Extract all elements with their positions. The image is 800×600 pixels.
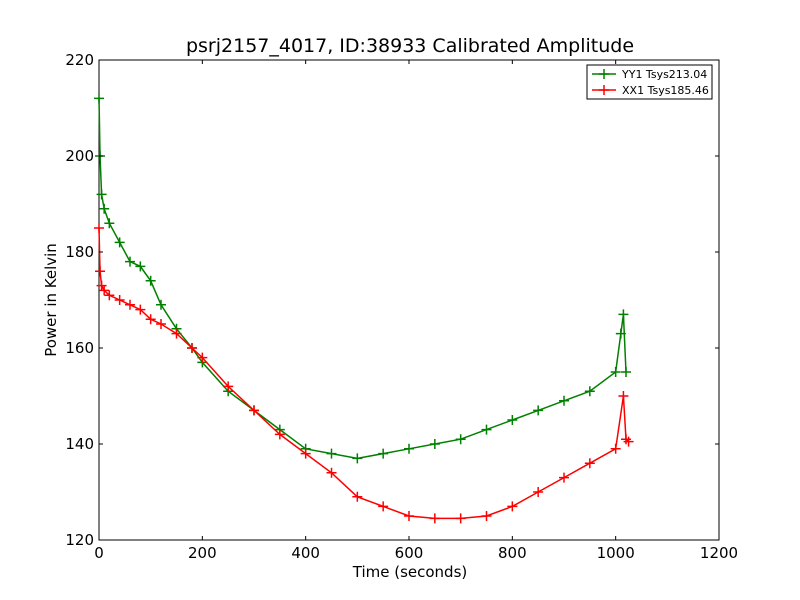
data-point: [104, 290, 115, 301]
data-point: [507, 501, 518, 512]
x-tick-label: 600: [395, 544, 424, 562]
data-point: [621, 367, 631, 377]
legend-box: [586, 64, 713, 100]
data-point: [156, 299, 166, 310]
data-point: [481, 424, 492, 435]
data-point: [99, 203, 110, 214]
x-tick-label: 0: [94, 544, 104, 562]
series-line: [98, 98, 627, 460]
data-point: [223, 381, 234, 392]
y-tick-label: 160: [65, 339, 94, 357]
legend-marker: [599, 85, 609, 95]
x-tick-label: 800: [498, 544, 527, 562]
data-point: [618, 391, 629, 401]
data-point: [610, 367, 621, 377]
legend-label: XX1 Tsys185.46: [622, 84, 709, 97]
data-point: [95, 266, 106, 277]
data-point: [114, 237, 125, 248]
data-point: [378, 501, 389, 512]
data-point: [249, 405, 259, 416]
data-point: [135, 304, 146, 315]
data-point: [114, 295, 125, 305]
data-point: [326, 448, 337, 459]
data-point: [96, 280, 107, 291]
data-point: [94, 223, 104, 233]
data-point: [352, 491, 363, 502]
legend-marker: [599, 69, 609, 79]
data-point: [584, 458, 595, 469]
y-tick-label: 140: [65, 435, 94, 453]
data-point: [197, 352, 208, 363]
data-point: [615, 328, 626, 339]
data-point: [171, 328, 182, 339]
data-point: [559, 472, 569, 483]
x-tick-label: 200: [188, 544, 217, 562]
y-tick-label: 180: [65, 243, 94, 261]
data-point: [135, 261, 146, 272]
data-point: [481, 511, 492, 521]
y-tick-label: 220: [65, 51, 94, 69]
data-point: [326, 467, 337, 478]
data-point: [455, 513, 466, 524]
data-point: [533, 487, 544, 497]
data-point: [404, 511, 414, 521]
data-point: [584, 386, 595, 397]
x-tick-label: 1000: [597, 544, 635, 562]
data-point: [274, 429, 285, 440]
data-point: [104, 218, 115, 229]
x-axis-label: Time (seconds): [352, 563, 468, 581]
data-point: [623, 436, 634, 447]
data-point: [533, 405, 544, 416]
data-point: [187, 343, 197, 353]
chart-title: psrj2157_4017, ID:38933 Calibrated Ampli…: [186, 35, 634, 57]
data-point: [352, 453, 363, 464]
data-point: [125, 256, 135, 267]
y-tick-label: 120: [65, 531, 94, 549]
data-point: [455, 434, 466, 445]
data-point: [618, 309, 629, 320]
data-point: [96, 189, 107, 200]
series-1: [94, 223, 634, 524]
legend: YY1 Tsys213.04 XX1 Tsys185.46: [586, 64, 713, 100]
data-point: [429, 439, 440, 449]
data-point: [621, 434, 631, 445]
data-point: [610, 443, 621, 454]
data-point: [559, 395, 569, 406]
data-point: [507, 415, 518, 425]
data-point: [378, 448, 389, 459]
plot-frame: [98, 59, 720, 541]
tick-layer: 0 200 400 600 800 1000 1200 120 140 160 180 200 220: [65, 51, 738, 562]
series-line: [98, 227, 630, 520]
x-tick-label: 1200: [700, 544, 738, 562]
series-layer: [94, 93, 634, 524]
legend-label: YY1 Tsys213.04: [621, 68, 707, 81]
data-point: [300, 448, 311, 459]
series-0: [94, 93, 631, 464]
data-point: [99, 285, 110, 296]
data-point: [404, 443, 414, 454]
y-tick-label: 200: [65, 147, 94, 165]
data-point: [145, 314, 156, 325]
y-axis-label: Power in Kelvin: [42, 243, 60, 357]
x-tick-label: 400: [291, 544, 320, 562]
data-point: [145, 275, 156, 286]
data-point: [156, 319, 166, 329]
data-point: [94, 93, 104, 104]
data-point: [429, 513, 440, 524]
data-point: [125, 299, 135, 310]
